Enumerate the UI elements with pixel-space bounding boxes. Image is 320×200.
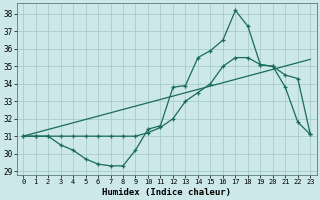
X-axis label: Humidex (Indice chaleur): Humidex (Indice chaleur) (102, 188, 231, 197)
